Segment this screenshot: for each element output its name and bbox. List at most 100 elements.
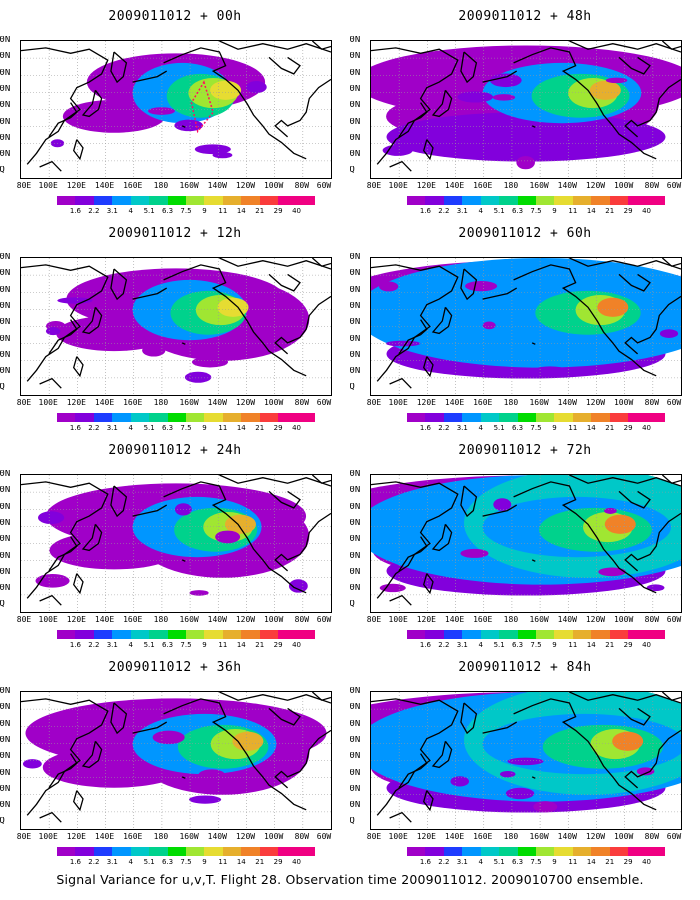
- coastline: [371, 264, 459, 382]
- colorbar-tick-label: 40: [292, 207, 302, 215]
- colorbar: [407, 847, 666, 856]
- colorbar-tick-label: 2.2: [88, 207, 100, 215]
- lon-tick-label: 60W: [316, 398, 332, 407]
- colorbar-swatch: [93, 847, 113, 856]
- coastline: [513, 47, 657, 160]
- variance-contour: [505, 787, 535, 800]
- colorbar-swatch: [278, 630, 298, 639]
- colorbar-tick-label: 2.2: [88, 424, 100, 432]
- variance-contour: [604, 514, 636, 534]
- colorbar-swatch: [462, 847, 482, 856]
- lat-tick-label: 70N: [350, 486, 361, 496]
- lat-tick-label: 10N: [350, 801, 361, 811]
- lat-tick-label: 40N: [0, 101, 11, 111]
- colorbar-tick-label: 6.3: [511, 858, 524, 866]
- lon-tick-label: 180: [153, 615, 169, 624]
- colorbar-tick-label: 9: [202, 858, 207, 866]
- colorbar-swatch: [149, 196, 169, 205]
- lon-tick-label: 120W: [235, 832, 256, 841]
- colorbar-swatch: [425, 630, 445, 639]
- coastline: [389, 377, 412, 389]
- colorbar-tick-label: 11: [218, 641, 228, 649]
- variance-contour: [385, 340, 421, 347]
- variance-contour: [465, 280, 498, 292]
- lon-tick-label: 60W: [666, 181, 682, 190]
- lat-tick-label: 60N: [350, 719, 361, 729]
- colorbar-tick-label: 29: [623, 858, 633, 866]
- map-panel: 2009011012 + 60h 80N 70N 60N 50N 40N 30N 20N 10N…: [350, 217, 700, 432]
- colorbar-swatch: [646, 847, 666, 856]
- lat-tick-label: 50N: [350, 518, 361, 528]
- lon-tick-label: 100W: [613, 832, 634, 841]
- colorbar-swatch: [462, 196, 482, 205]
- coastline: [110, 702, 128, 735]
- colorbar-tick-label: 11: [218, 858, 228, 866]
- lat-tick-label: EQ: [350, 166, 355, 176]
- colorbar-tick-label: 7.5: [530, 641, 542, 649]
- lon-tick-label: 140W: [557, 398, 577, 407]
- colorbar-tick-label: 1.6: [419, 424, 431, 432]
- coastline: [39, 377, 62, 389]
- coastline: [661, 692, 681, 701]
- colorbar-tick-label: 29: [273, 641, 283, 649]
- variance-contour: [50, 139, 65, 148]
- colorbar-swatch: [259, 413, 279, 422]
- coastline: [81, 523, 103, 552]
- colorbar-tick-label: 14: [236, 858, 246, 866]
- coastline: [389, 811, 412, 823]
- colorbar-swatch: [204, 196, 224, 205]
- colorbar-swatch: [75, 196, 95, 205]
- coastline: [21, 481, 109, 599]
- colorbar-tick-label: 1.6: [419, 641, 431, 649]
- colorbar-tick-label: 29: [273, 858, 283, 866]
- coastline: [618, 273, 651, 292]
- colorbar-swatch: [259, 630, 279, 639]
- lat-tick-label: 40N: [350, 318, 361, 328]
- lon-tick-label: 120E: [416, 398, 436, 407]
- colorbar-tick-label: 21: [605, 858, 615, 866]
- colorbar-tick-label: 2.2: [438, 858, 450, 866]
- lon-tick-label: 140W: [207, 832, 227, 841]
- colorbar-swatch: [499, 847, 519, 856]
- map-area: [370, 257, 682, 396]
- colorbar-tick-label: 40: [292, 641, 302, 649]
- coastline: [422, 356, 434, 378]
- colorbar-tick-label: 6.3: [511, 641, 524, 649]
- colorbar-swatch: [609, 413, 629, 422]
- colorbar-tick-label: 5.1: [143, 424, 155, 432]
- coastline: [274, 512, 331, 572]
- coastline: [163, 481, 307, 594]
- colorbar-tick-label: 4: [128, 424, 133, 432]
- lat-tick-label: 50N: [0, 518, 11, 528]
- coastline: [624, 512, 681, 572]
- colorbar-tick-label: 3.1: [106, 424, 118, 432]
- lon-tick-label: 160W: [529, 181, 549, 190]
- lon-tick-label: 160W: [179, 832, 199, 841]
- lon-tick-label: 100W: [613, 615, 634, 624]
- colorbar-tick-label: 40: [642, 424, 652, 432]
- coastline: [311, 258, 331, 267]
- colorbar-tick-label: 21: [255, 424, 265, 432]
- coastline: [371, 47, 459, 165]
- coastline: [39, 594, 62, 606]
- coastline: [460, 51, 478, 84]
- colorbar-swatch: [407, 413, 426, 422]
- colorbar-tick-label: 2.2: [438, 641, 450, 649]
- colorbar-tick-label: 6.3: [161, 641, 174, 649]
- colorbar-swatch: [591, 196, 611, 205]
- lon-tick-label: 80W: [644, 398, 660, 407]
- colorbar-swatch: [204, 847, 224, 856]
- colorbar-swatch: [222, 847, 242, 856]
- coastline: [618, 56, 651, 75]
- lat-tick-label: 80N: [350, 687, 361, 696]
- colorbar-swatch: [609, 196, 629, 205]
- colorbar-tick-label: 1.6: [69, 858, 81, 866]
- coastline: [311, 475, 331, 484]
- coastline: [624, 729, 681, 789]
- coastline: [72, 790, 84, 812]
- colorbar-tick-label: 14: [236, 207, 246, 215]
- colorbar-swatch: [554, 196, 574, 205]
- colorbar-swatch: [572, 196, 592, 205]
- variance-contour: [499, 770, 516, 778]
- colorbar-tick-label: 14: [586, 858, 596, 866]
